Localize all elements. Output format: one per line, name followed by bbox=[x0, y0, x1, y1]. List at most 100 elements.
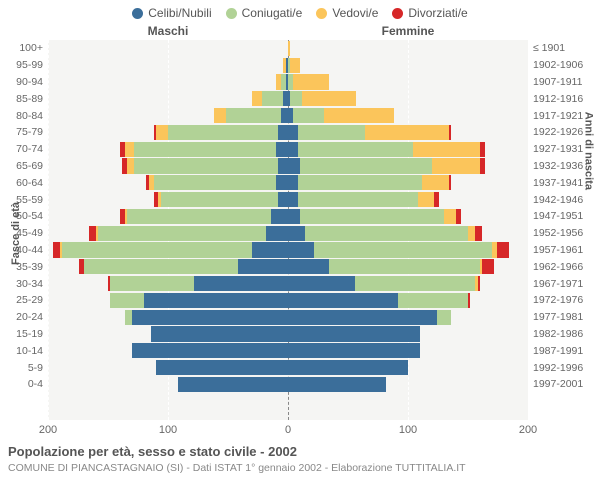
age-label: 25-29 bbox=[0, 294, 43, 306]
bar-seg bbox=[437, 310, 451, 325]
legend: Celibi/NubiliConiugati/eVedovi/eDivorzia… bbox=[0, 0, 600, 20]
bar-seg bbox=[110, 276, 194, 291]
bar-seg bbox=[482, 259, 494, 274]
age-label: 70-74 bbox=[0, 143, 43, 155]
age-label: 60-64 bbox=[0, 177, 43, 189]
birth-label: 1917-1921 bbox=[533, 110, 583, 122]
birth-label: 1972-1976 bbox=[533, 294, 583, 306]
bar-seg bbox=[449, 125, 451, 140]
age-row bbox=[48, 142, 528, 157]
bar-seg bbox=[62, 242, 252, 257]
bar-seg bbox=[214, 108, 226, 123]
bar-seg bbox=[154, 175, 276, 190]
bar-seg bbox=[449, 175, 451, 190]
age-row bbox=[48, 125, 528, 140]
bar-seg bbox=[288, 175, 298, 190]
bar-seg bbox=[300, 209, 444, 224]
bar-seg bbox=[127, 209, 271, 224]
birth-label: 1957-1961 bbox=[533, 244, 583, 256]
birth-label: 1932-1936 bbox=[533, 160, 583, 172]
age-row bbox=[48, 58, 528, 73]
age-label: 75-79 bbox=[0, 126, 43, 138]
age-row bbox=[48, 242, 528, 257]
age-row bbox=[48, 74, 528, 89]
legend-item: Coniugati/e bbox=[226, 6, 303, 20]
birth-label: 1927-1931 bbox=[533, 143, 583, 155]
bar-seg bbox=[132, 310, 288, 325]
bar-seg bbox=[418, 192, 435, 207]
age-row bbox=[48, 377, 528, 392]
legend-swatch bbox=[132, 8, 143, 19]
bar-seg bbox=[422, 175, 448, 190]
bar-seg bbox=[276, 175, 288, 190]
age-label: 90-94 bbox=[0, 76, 43, 88]
age-row bbox=[48, 192, 528, 207]
bar-seg bbox=[134, 142, 276, 157]
bar-seg bbox=[444, 209, 456, 224]
bar-seg bbox=[288, 293, 398, 308]
age-label: 5-9 bbox=[0, 362, 43, 374]
age-label: 100+ bbox=[0, 42, 43, 54]
y-axis-left-title: Fasce di età bbox=[10, 202, 22, 265]
bar-seg bbox=[53, 242, 60, 257]
bar-seg bbox=[298, 175, 423, 190]
age-row bbox=[48, 259, 528, 274]
bar-seg bbox=[329, 259, 480, 274]
bar-seg bbox=[293, 108, 324, 123]
bar-seg bbox=[84, 259, 238, 274]
bar-seg bbox=[480, 158, 485, 173]
bar-seg bbox=[110, 293, 144, 308]
birth-label: 1962-1966 bbox=[533, 261, 583, 273]
gender-labels: Maschi Femmine bbox=[0, 20, 600, 40]
age-row bbox=[48, 108, 528, 123]
birth-label: 1952-1956 bbox=[533, 227, 583, 239]
age-label: 30-34 bbox=[0, 278, 43, 290]
chart-subtitle: COMUNE DI PIANCASTAGNAIO (SI) - Dati IST… bbox=[8, 462, 466, 474]
bar-seg bbox=[288, 142, 298, 157]
x-tick: 100 bbox=[159, 424, 177, 436]
age-label: 80-84 bbox=[0, 110, 43, 122]
birth-label: 1982-1986 bbox=[533, 328, 583, 340]
bar-seg bbox=[156, 360, 288, 375]
bar-seg bbox=[468, 226, 475, 241]
x-tick: 100 bbox=[399, 424, 417, 436]
bar-seg bbox=[288, 343, 420, 358]
bar-seg bbox=[151, 326, 288, 341]
bar-seg bbox=[324, 108, 394, 123]
birth-label: 1987-1991 bbox=[533, 345, 583, 357]
bar-seg bbox=[288, 226, 305, 241]
bar-seg bbox=[156, 125, 168, 140]
bar-seg bbox=[288, 125, 298, 140]
age-row bbox=[48, 226, 528, 241]
bar-seg bbox=[456, 209, 461, 224]
bar-seg bbox=[413, 142, 480, 157]
female-label: Femmine bbox=[288, 24, 528, 38]
legend-swatch bbox=[392, 8, 403, 19]
bar-seg bbox=[288, 360, 408, 375]
bar-seg bbox=[293, 74, 329, 89]
bar-seg bbox=[432, 158, 480, 173]
bar-seg bbox=[290, 91, 302, 106]
bar-seg bbox=[238, 259, 288, 274]
age-row bbox=[48, 91, 528, 106]
age-row bbox=[48, 158, 528, 173]
legend-label: Coniugati/e bbox=[242, 6, 303, 20]
birth-label: 1947-1951 bbox=[533, 210, 583, 222]
birth-label: 1942-1946 bbox=[533, 194, 583, 206]
bar-seg bbox=[290, 58, 300, 73]
legend-swatch bbox=[316, 8, 327, 19]
age-label: 20-24 bbox=[0, 311, 43, 323]
bar-seg bbox=[278, 192, 288, 207]
bar-seg bbox=[305, 226, 468, 241]
bar-seg bbox=[365, 125, 449, 140]
bar-seg bbox=[288, 209, 300, 224]
age-row bbox=[48, 209, 528, 224]
age-label: 95-99 bbox=[0, 59, 43, 71]
bar-seg bbox=[144, 293, 288, 308]
bar-seg bbox=[194, 276, 288, 291]
bar-seg bbox=[288, 158, 300, 173]
bar-seg bbox=[300, 158, 432, 173]
bar-seg bbox=[276, 142, 288, 157]
birth-label: 1902-1906 bbox=[533, 59, 583, 71]
bar-seg bbox=[298, 142, 413, 157]
